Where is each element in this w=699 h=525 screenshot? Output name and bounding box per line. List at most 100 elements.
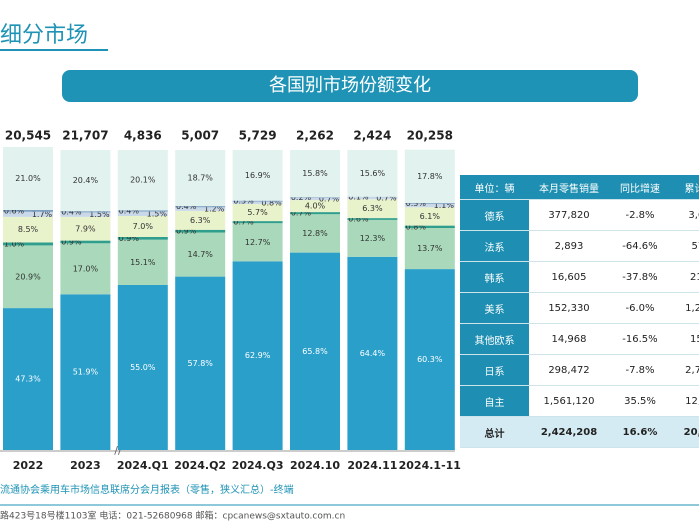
total-label: 20,545: [5, 129, 51, 143]
table-cell: -64.6%: [609, 230, 671, 262]
bar-segment: [347, 219, 398, 257]
value-label: 4.0%: [305, 202, 326, 211]
value-label: 62.9%: [245, 351, 271, 360]
value-label: 20.4%: [73, 176, 99, 185]
bar-segment: [175, 150, 226, 207]
value-label: 0.6%: [4, 206, 25, 215]
total-label: 2,262: [296, 129, 334, 143]
table-cell: 152,330: [529, 292, 609, 324]
bar-segment: [232, 223, 283, 262]
bar-segment: [117, 239, 168, 285]
table-cell: -6.0%: [609, 292, 671, 324]
table-cell: 3,61: [671, 199, 699, 231]
bar-segment: [3, 308, 53, 450]
bar-segment: [232, 261, 283, 450]
bar-segment: [347, 197, 398, 200]
x-tick-label: 2024.1-11: [399, 459, 461, 472]
x-tick-label: 2024.10: [290, 459, 340, 472]
bar-segment: [290, 197, 340, 198]
bar-segment: [232, 200, 283, 202]
table-cell: 12,20: [671, 385, 699, 417]
bar-segment: [290, 200, 340, 213]
value-label: 65.8%: [302, 347, 328, 356]
page-title: 细分市场: [0, 23, 88, 48]
bar-segment: [404, 228, 455, 270]
value-label: 51.9%: [73, 368, 99, 377]
table-cell: 法系: [460, 230, 529, 262]
table-cell: 2,893: [529, 230, 609, 262]
value-label: 1.5%: [89, 210, 110, 219]
table-cell: 35.5%: [609, 385, 671, 417]
x-tick-label: 2024.11: [347, 459, 397, 472]
bar-segment: [347, 150, 398, 197]
table-cell: 16,605: [529, 261, 609, 293]
value-label: 0.4%: [61, 207, 82, 216]
value-label: 6.3%: [190, 216, 211, 225]
bar-segment: [60, 294, 111, 450]
value-label: 0.7%: [319, 195, 340, 204]
bar-segment: [60, 212, 111, 217]
bar-segment: [3, 211, 53, 217]
bar-segment: [60, 216, 111, 241]
value-label: 13.7%: [417, 244, 443, 253]
table-cell: -7.8%: [609, 354, 671, 386]
value-label: 12.8%: [302, 229, 328, 238]
value-label: 17.0%: [73, 264, 99, 273]
value-label: 18.7%: [187, 174, 213, 183]
value-label: 0.8%: [261, 198, 282, 207]
table-cell: 总计: [460, 416, 529, 448]
table-cell: 20,25: [671, 416, 699, 448]
table-cell: 377,820: [529, 199, 609, 231]
value-label: 20.9%: [15, 272, 41, 281]
value-label: 60.3%: [417, 355, 443, 364]
bar-segment: [232, 150, 283, 201]
table-cell: 1,227: [671, 292, 699, 324]
x-tick-label: 2024.Q2: [174, 459, 226, 472]
table-cell: 日系: [460, 354, 529, 386]
x-tick-label: 2024.Q3: [232, 459, 284, 472]
bar-segment: [175, 210, 226, 230]
bar-segment: [3, 216, 53, 243]
bar-segment: [3, 242, 53, 246]
axis-break: //: [114, 444, 122, 457]
table-cell: 16.6%: [609, 416, 671, 448]
table-row: 法系2,893-64.6%57,: [460, 230, 699, 262]
value-label: 0.3%: [406, 199, 427, 208]
value-label: 0.9%: [176, 227, 197, 236]
value-label: 47.3%: [15, 375, 41, 384]
value-label: 55.0%: [130, 363, 156, 372]
value-label: 0.6%: [348, 215, 369, 224]
value-label: 0.4%: [119, 206, 140, 215]
bar-segment: [290, 198, 340, 201]
total-label: 4,836: [124, 129, 162, 143]
value-label: 15.8%: [302, 169, 328, 178]
bar-segment: [60, 243, 111, 295]
value-label: 0.8%: [406, 222, 427, 231]
chart-title: 各国别市场份额变化: [269, 75, 431, 96]
table-cell: -2.8%: [609, 199, 671, 231]
bar-segment: [117, 150, 168, 211]
table-cell: 韩系: [460, 261, 529, 293]
bar-segment: [232, 201, 283, 204]
value-label: 57.8%: [187, 359, 213, 368]
total-label: 5,729: [239, 129, 277, 143]
value-label: 12.7%: [245, 238, 271, 247]
value-label: 7.9%: [75, 224, 96, 233]
value-label: 0.1%: [348, 192, 369, 201]
value-label: 6.1%: [420, 212, 441, 221]
bar-segment: [117, 211, 168, 216]
bar-segment: [117, 210, 168, 212]
value-label: 16.9%: [245, 171, 271, 180]
bar-segment: [290, 214, 340, 253]
table-cell: 155: [671, 323, 699, 355]
table-cell: 累计零: [671, 175, 699, 200]
value-label: 8.5%: [18, 225, 39, 234]
value-label: 0.9%: [61, 237, 82, 246]
total-label: 5,007: [181, 129, 219, 143]
value-label: 0.3%: [233, 197, 254, 206]
